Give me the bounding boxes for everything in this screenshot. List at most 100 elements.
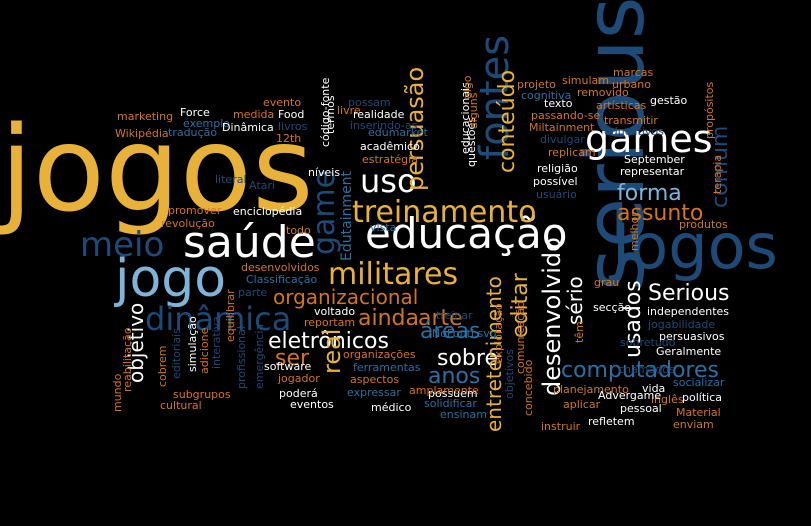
word-87: promover: [168, 204, 222, 217]
word-71: transmitir: [604, 114, 658, 127]
word-36: Edutainment: [339, 170, 355, 261]
word-117: instruir: [541, 420, 581, 433]
word-141: cobrem: [156, 345, 169, 387]
word-61: alguns: [467, 92, 480, 129]
word-142: subgrupos: [173, 388, 231, 401]
word-121: ensinam: [440, 408, 487, 421]
word-103: jogabilidade: [648, 318, 716, 331]
word-125: amplamente: [409, 384, 479, 397]
word-7: militares: [328, 257, 459, 292]
word-90: todo: [286, 224, 311, 237]
word-2: educação: [365, 209, 568, 258]
word-88: enciclopédia: [233, 205, 303, 218]
word-43: Wikipédia: [115, 127, 169, 140]
word-26: sobre: [437, 346, 498, 371]
word-11: dinâmica: [145, 300, 292, 338]
word-75: Miltainment: [529, 121, 595, 134]
word-49: livre: [337, 104, 361, 117]
word-126: expressar: [347, 386, 401, 399]
word-114: refletem: [588, 415, 635, 428]
word-39: medida: [233, 108, 275, 121]
word-68: gestão: [650, 94, 688, 107]
word-3: jogo: [115, 249, 227, 309]
word-45: Dinâmica: [222, 121, 274, 134]
word-8: games: [585, 117, 713, 161]
word-104: persuasivos: [659, 330, 725, 343]
word-76: divulgar: [540, 133, 585, 146]
word-78: religião: [537, 162, 578, 175]
word-133: software: [264, 360, 312, 373]
word-149: chamados: [618, 363, 675, 376]
word-122: médico: [371, 401, 412, 414]
word-105: produtos: [679, 218, 728, 231]
word-148: concebido: [522, 359, 535, 416]
word-63: simulam: [562, 74, 609, 87]
word-24: ser: [275, 346, 310, 371]
word-101: secção: [593, 301, 632, 314]
word-109: socializar: [673, 376, 725, 389]
word-33: Serious: [648, 281, 730, 306]
word-99: têm: [573, 321, 586, 343]
word-129: organizações: [343, 348, 416, 361]
word-123: solidificar: [424, 397, 477, 410]
word-139: simulação: [186, 316, 199, 372]
word-147: exploração: [492, 303, 505, 364]
word-0: jogos: [0, 100, 314, 238]
word-127: aspectos: [350, 373, 400, 386]
word-131: poderá: [279, 387, 318, 400]
word-37: marketing: [117, 110, 174, 123]
word-132: jogador: [278, 372, 320, 385]
word-74: propósitos: [703, 81, 716, 139]
word-116: aplicar: [563, 398, 601, 411]
word-93: parte: [238, 286, 268, 299]
word-107: sobretudo: [620, 336, 676, 349]
word-134: emergência: [253, 323, 266, 389]
word-135: profissional: [235, 326, 248, 389]
word-112: Material: [676, 406, 721, 419]
word-111: inglês: [651, 393, 684, 406]
word-56: edumarket: [368, 126, 428, 139]
word-46: livros: [278, 120, 308, 133]
word-118: planejamento: [553, 383, 629, 396]
word-100: grau: [594, 276, 620, 289]
word-89: revolução: [161, 217, 215, 230]
word-65: marcas: [613, 66, 654, 79]
word-124: possuem: [428, 387, 478, 400]
word-27: anos: [428, 364, 481, 389]
word-72: passando-se: [531, 109, 601, 122]
word-44: tradução: [168, 126, 218, 139]
word-130: eventos: [290, 398, 334, 411]
word-146: objetivos: [503, 349, 516, 399]
word-80: usuário: [536, 188, 577, 201]
word-140: editoriais: [170, 328, 183, 379]
word-62: projeto: [517, 78, 556, 91]
word-47: 12th: [276, 132, 302, 145]
word-51: níveis: [308, 166, 341, 179]
word-85: Atari: [249, 179, 275, 192]
word-1: saúde: [183, 217, 316, 268]
word-10: meio: [80, 225, 165, 265]
word-82: representar: [620, 165, 685, 178]
word-23: áreas: [420, 319, 481, 344]
word-67: removido: [577, 86, 629, 99]
word-54: inserindo-as: [350, 119, 418, 132]
word-14: conteúdo: [495, 69, 520, 173]
word-113: enviam: [673, 418, 714, 431]
word-73: educativos: [604, 125, 664, 138]
word-115: pessoal: [620, 402, 662, 415]
word-15: game: [307, 169, 342, 255]
word-31: sério: [563, 276, 587, 325]
word-96: treinar: [436, 309, 473, 322]
word-55: acadêmico: [360, 140, 420, 153]
word-92: Classificação: [246, 273, 318, 286]
word-136: equilibrar: [224, 289, 237, 342]
word-84: literal: [215, 173, 247, 186]
word-110: política: [682, 391, 722, 404]
word-66: urbano: [612, 78, 651, 91]
word-50: termos: [324, 95, 337, 134]
word-20: arte: [418, 306, 463, 331]
word-102: independentes: [647, 305, 730, 318]
word-17: assunto: [617, 201, 704, 226]
word-6: treinamento: [352, 195, 537, 230]
